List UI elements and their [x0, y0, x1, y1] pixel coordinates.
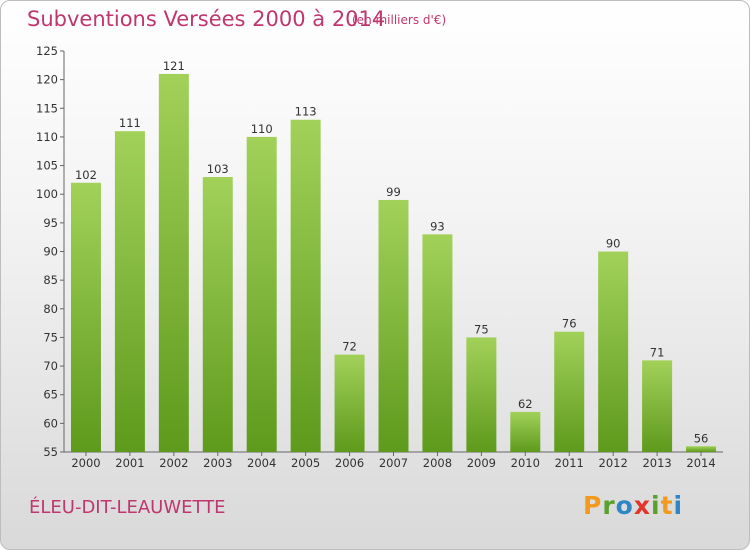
x-tick-label-2004: 2004	[247, 456, 276, 470]
bar-2010	[510, 411, 541, 452]
data-label-2008: 93	[430, 219, 445, 233]
y-tick-label: 60	[43, 416, 58, 430]
bars	[70, 73, 717, 453]
data-label-2009: 75	[474, 322, 489, 336]
bar-2001	[114, 131, 145, 452]
y-tick-label: 55	[43, 445, 58, 459]
x-tick-label-2006: 2006	[335, 456, 364, 470]
brand-letter: o	[615, 491, 634, 520]
data-label-2007: 99	[386, 185, 401, 199]
data-label-2001: 111	[119, 116, 141, 130]
bar-2011	[554, 331, 585, 452]
y-tick-label: 105	[36, 159, 58, 173]
data-label-2000: 102	[75, 168, 97, 182]
y-tick-label: 110	[36, 130, 58, 144]
y-tick-label: 100	[36, 187, 58, 201]
y-tick-label: 95	[43, 216, 58, 230]
bar-2014	[686, 446, 717, 452]
x-tick-label-2000: 2000	[71, 456, 100, 470]
bar-2000	[70, 182, 101, 452]
bar-2003	[202, 177, 233, 452]
y-tick-label: 80	[43, 302, 58, 316]
x-tick-label-2013: 2013	[642, 456, 671, 470]
brand-letter: t	[660, 491, 674, 520]
bar-2009	[466, 337, 497, 452]
bar-2005	[290, 119, 321, 452]
y-tick-label: 70	[43, 359, 58, 373]
bar-2006	[334, 354, 365, 452]
bar-2002	[158, 73, 189, 453]
data-label-2013: 71	[650, 345, 665, 359]
commune-name: ÉLEU-DIT-LEAUWETTE	[29, 497, 226, 518]
x-tick-label-2011: 2011	[555, 456, 584, 470]
data-label-2004: 110	[251, 122, 273, 136]
brand-letter: i	[673, 491, 684, 520]
brand-letter: x	[633, 491, 651, 520]
y-tick-label: 125	[36, 44, 58, 58]
x-tick-label-2014: 2014	[686, 456, 715, 470]
data-label-2010: 62	[518, 397, 533, 411]
brand-letter: r	[602, 491, 616, 520]
data-label-2012: 90	[606, 237, 621, 251]
y-tick-label: 115	[36, 101, 58, 115]
brand-letter: P	[583, 491, 603, 520]
labels: 102 2000 111 2001 121 2002 103 2003 110 2004 113 20…	[71, 59, 715, 470]
axes: 55 60 65 70 75 80 85 90 95 100 105 110 115 120 125	[36, 44, 723, 459]
y-tick-label: 85	[43, 273, 58, 287]
bar-2008	[422, 234, 453, 452]
bar-2013	[642, 360, 673, 452]
brand-logo: Proxiti	[583, 491, 683, 520]
bar-2004	[246, 136, 277, 452]
y-tick-label: 90	[43, 245, 58, 259]
x-tick-label-2005: 2005	[291, 456, 320, 470]
y-tick-label: 120	[36, 73, 58, 87]
chart-subtitle: (en milliers d'€)	[352, 13, 447, 27]
x-tick-label-2002: 2002	[159, 456, 188, 470]
data-label-2005: 113	[295, 105, 317, 119]
x-tick-label-2008: 2008	[423, 456, 452, 470]
x-tick-label-2010: 2010	[511, 456, 540, 470]
data-label-2006: 72	[342, 340, 357, 354]
x-tick-label-2001: 2001	[115, 456, 144, 470]
y-tick-label: 65	[43, 388, 58, 402]
x-tick-label-2012: 2012	[599, 456, 628, 470]
data-label-2003: 103	[207, 162, 229, 176]
x-tick-label-2009: 2009	[467, 456, 496, 470]
data-label-2014: 56	[694, 431, 709, 445]
x-tick-label-2007: 2007	[379, 456, 408, 470]
bar-2007	[378, 199, 409, 452]
bar-2012	[598, 251, 629, 452]
brand-letter: i	[651, 491, 661, 520]
data-label-2011: 76	[562, 317, 577, 331]
chart-title: Subventions Versées 2000 à 2014	[27, 7, 386, 31]
data-label-2002: 121	[163, 59, 185, 73]
y-tick-label: 75	[43, 330, 58, 344]
x-tick-label-2003: 2003	[203, 456, 232, 470]
